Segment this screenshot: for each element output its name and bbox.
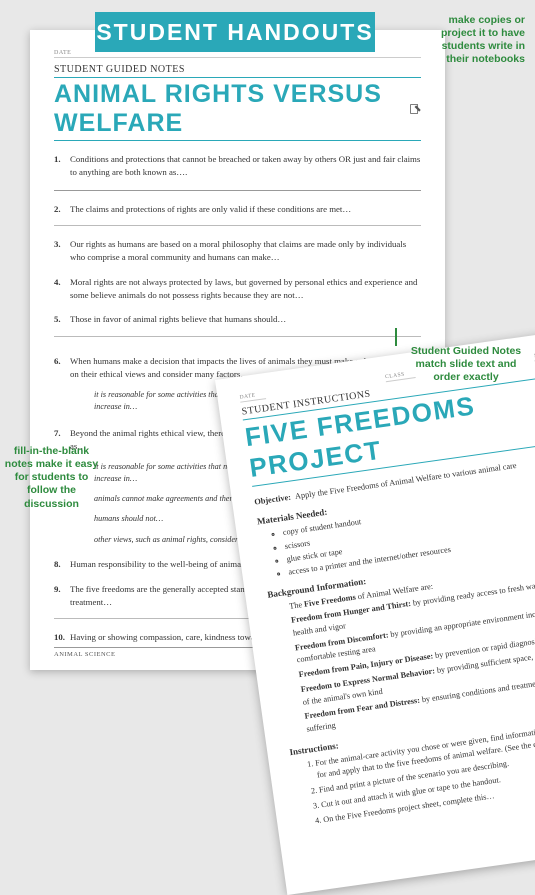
note-item: 1.Conditions and protections that cannot… — [54, 153, 421, 179]
header-date-label: DATE — [54, 50, 71, 56]
annotation-left: fill-in-the-blank notes make it easy for… — [4, 445, 99, 511]
objective-label: Objective: — [254, 493, 292, 507]
banner: STUDENT HANDOUTS — [95, 12, 375, 52]
annotation-top: make copies or project it to have studen… — [430, 14, 525, 67]
item-text: Those in favor of animal rights believe … — [70, 313, 421, 326]
separator — [54, 225, 421, 226]
separator — [54, 336, 421, 337]
arrow-line — [395, 328, 397, 346]
page1-subhead: STUDENT GUIDED NOTES — [54, 64, 421, 75]
page1-title: ANIMAL RIGHTS VERSUS WELFARE — [54, 77, 421, 141]
item-text: Conditions and protections that cannot b… — [70, 153, 421, 179]
note-item: 5.Those in favor of animal rights believ… — [54, 313, 421, 326]
note-item: 2.The claims and protections of rights a… — [54, 203, 421, 216]
note-item: 4.Moral rights are not always protected … — [54, 276, 421, 302]
item-text: The claims and protections of rights are… — [70, 203, 421, 216]
blank-line — [54, 181, 421, 191]
page-project-wrap: DATE CLASS STUDENT NAME STUDENT INSTRUCT… — [215, 324, 535, 895]
item-text: Moral rights are not always protected by… — [70, 276, 421, 302]
item-text: Our rights as humans are based on a mora… — [70, 238, 421, 264]
header-date: DATE — [239, 391, 266, 403]
annotation-mid: Student Guided Notes match slide text an… — [401, 345, 531, 384]
edit-icon — [409, 101, 421, 117]
page-project: DATE CLASS STUDENT NAME STUDENT INSTRUCT… — [215, 324, 535, 895]
banner-text: STUDENT HANDOUTS — [96, 19, 373, 46]
note-item: 3.Our rights as humans are based on a mo… — [54, 238, 421, 264]
page1-title-text: ANIMAL RIGHTS VERSUS WELFARE — [54, 80, 409, 138]
